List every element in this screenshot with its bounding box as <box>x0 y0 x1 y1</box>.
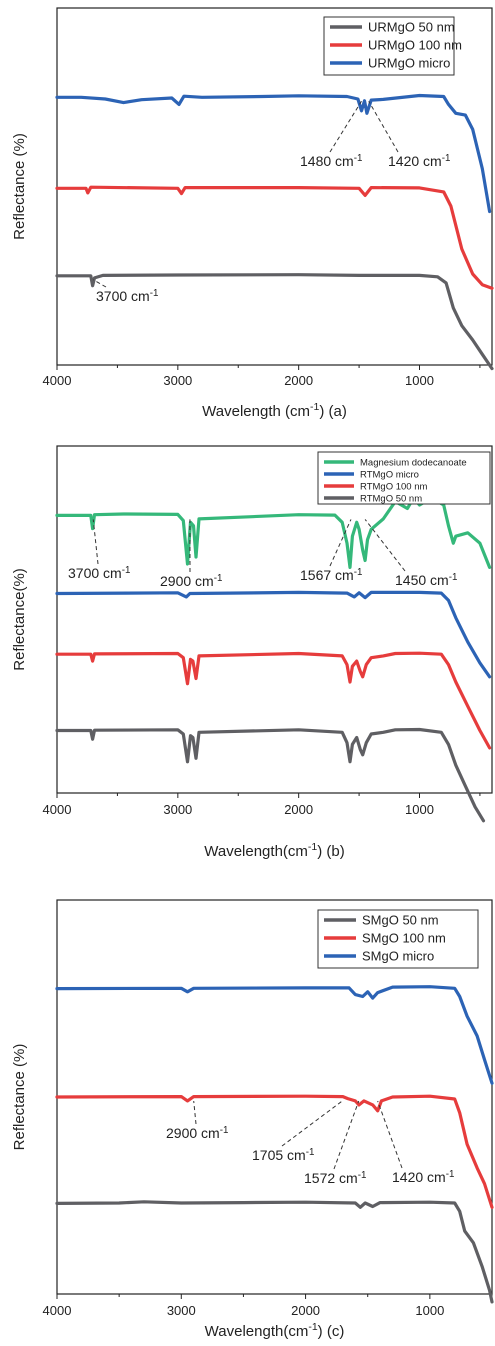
legend-entry: RTMgO 50 nm <box>360 493 422 504</box>
annotation-label: 1705 cm-1 <box>252 1147 314 1164</box>
x-tick-label: 4000 <box>43 373 72 388</box>
annotation-label: 1572 cm-1 <box>304 1170 366 1187</box>
x-axis-label: Wavelength (cm-1) (a) <box>202 401 347 420</box>
x-tick-label: 3000 <box>163 373 192 388</box>
annotation-leader <box>93 279 107 288</box>
x-tick-label: 2000 <box>284 373 313 388</box>
annotation-label: 1480 cm-1 <box>300 153 362 170</box>
annotation-label: 1420 cm-1 <box>392 1169 454 1186</box>
x-axis-label: Wavelength(cm-1) (b) <box>204 841 345 860</box>
plot-frame <box>56 7 493 366</box>
y-axis-label: Reflectance (%) <box>11 133 28 240</box>
series-line-c-2 <box>55 985 494 1085</box>
x-tick-label: 1000 <box>405 373 434 388</box>
series-line-b-1 <box>55 590 492 679</box>
chart-panel-b: 4000 3000 2000 1000 Reflectance(%) Wavelength… <box>0 440 495 890</box>
series-line-b-3 <box>55 727 486 823</box>
annotation-leader <box>329 100 362 153</box>
annotation-label: 1420 cm-1 <box>388 153 450 170</box>
x-tick-label: 4000 <box>43 1303 72 1318</box>
annotation-leader <box>92 519 99 565</box>
legend-entry: SMgO 50 nm <box>362 913 439 928</box>
x-axis-label: Wavelength(cm-1) (c) <box>205 1321 345 1340</box>
annotation-label: 1450 cm-1 <box>395 572 457 589</box>
series-line-c-0 <box>55 1200 494 1304</box>
annotation-label: 2900 cm-1 <box>160 573 222 590</box>
annotation-label: 2900 cm-1 <box>166 1125 228 1142</box>
legend-entry: Magnesium dodecanoate <box>360 457 467 468</box>
legend-entry: URMgO micro <box>368 56 450 71</box>
chart-a: 4000 3000 2000 1000 Reflectance (%) Wavelengt… <box>11 7 494 420</box>
annotation-leader <box>333 1100 360 1170</box>
x-tick-label: 3000 <box>163 802 192 817</box>
x-tick-label: 1000 <box>405 802 434 817</box>
annotation-leader <box>193 1100 197 1125</box>
x-tick-label: 1000 <box>415 1303 444 1318</box>
chart-panel-c: 4000 3000 2000 1000 Reflectance (%) Wavelengt… <box>0 890 495 1346</box>
series-line-a-2 <box>55 93 492 214</box>
x-tick-label: 3000 <box>167 1303 196 1318</box>
plot-frame <box>56 445 493 794</box>
legend-entry: RTMgO 100 nm <box>360 481 427 492</box>
chart-b: 4000 3000 2000 1000 Reflectance(%) Wavelength… <box>11 445 493 860</box>
chart-c: 4000 3000 2000 1000 Reflectance (%) Wavelengt… <box>11 899 494 1340</box>
annotation-leader <box>364 519 406 572</box>
legend-entry: URMgO 100 nm <box>368 38 462 53</box>
series-line-a-0 <box>55 273 494 371</box>
x-tick-label: 2000 <box>284 802 313 817</box>
annotation-label: 1567 cm-1 <box>300 567 362 584</box>
annotation-leader <box>368 101 399 153</box>
annotation-leader <box>281 1100 343 1147</box>
legend-entry: SMgO 100 nm <box>362 931 446 946</box>
legend-entry: SMgO micro <box>362 949 434 964</box>
annotation-label: 3700 cm-1 <box>96 288 158 305</box>
y-axis-label: Reflectance (%) <box>11 1044 28 1151</box>
x-tick-label: 2000 <box>291 1303 320 1318</box>
annotation-leader <box>329 519 352 567</box>
legend-entry: RTMgO micro <box>360 469 419 480</box>
legend-entry: URMgO 50 nm <box>368 20 455 35</box>
series-line-c-1 <box>55 1094 494 1209</box>
series-line-a-1 <box>55 185 494 290</box>
series-line-b-2 <box>55 651 492 750</box>
series-line-b-0 <box>55 496 492 570</box>
x-tick-label: 4000 <box>43 802 72 817</box>
y-axis-label: Reflectance(%) <box>11 568 28 671</box>
chart-panel-a: 4000 3000 2000 1000 Reflectance (%) Wavelengt… <box>0 0 495 440</box>
annotation-leader <box>377 1100 403 1169</box>
annotation-label: 3700 cm-1 <box>68 565 130 582</box>
